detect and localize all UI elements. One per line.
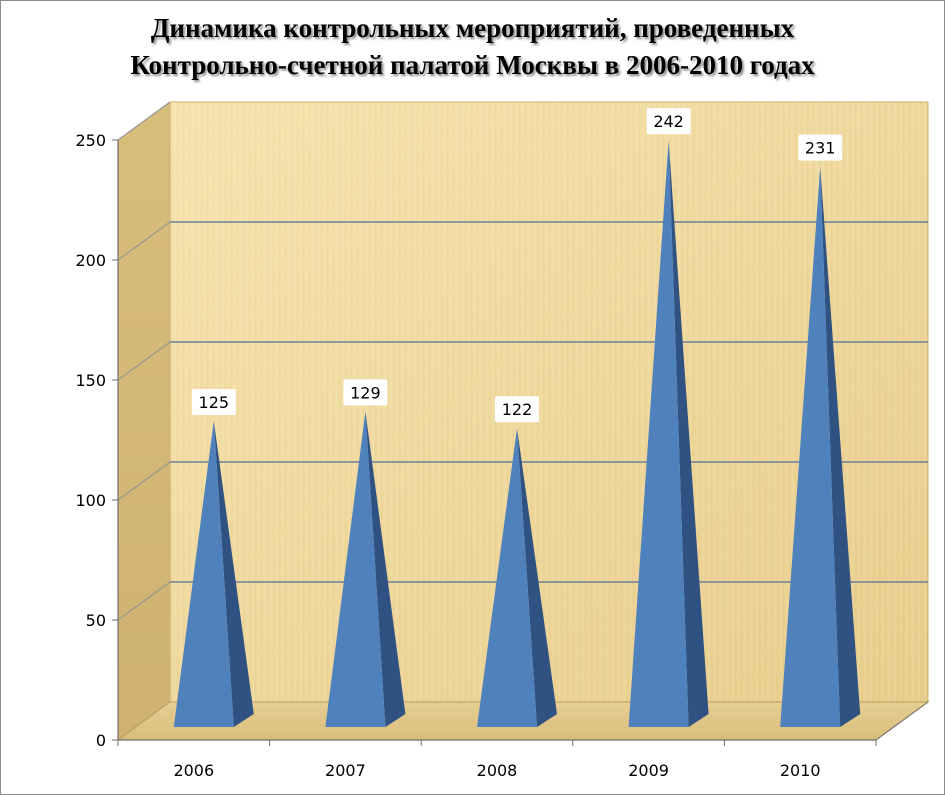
data-label-2007: 129 — [350, 383, 381, 402]
pyramid-side-face-2006 — [213, 421, 254, 727]
side-gridline-50 — [117, 581, 171, 621]
side-wall — [117, 101, 171, 741]
data-label-box-2007 — [343, 379, 388, 406]
y-tick-label-50: 50 — [86, 611, 106, 630]
pyramid-side-face-2008 — [517, 428, 557, 727]
pyramid-2008 — [477, 428, 557, 727]
pyramid-front-face-2006 — [173, 421, 234, 727]
side-gridline-150 — [117, 341, 171, 381]
y-tick-label-150: 150 — [75, 371, 106, 390]
y-tick-label-200: 200 — [75, 251, 106, 270]
pyramid-2007 — [325, 411, 406, 727]
data-labels: 125 129 122 242 231 — [191, 108, 843, 423]
data-label-box-2008 — [495, 396, 539, 423]
data-label-box-2009 — [646, 108, 691, 135]
data-label-2010: 231 — [805, 139, 836, 158]
x-tick-label-2010: 2010 — [780, 761, 821, 780]
x-tick-label-2007: 2007 — [325, 761, 366, 780]
y-tick-label-0: 0 — [96, 731, 106, 750]
chart-title: Динамика контрольных мероприятий, провед… — [0, 10, 945, 84]
y-tick-label-250: 250 — [75, 131, 106, 150]
pyramid-2009 — [628, 140, 709, 727]
side-gridline-200 — [117, 221, 171, 261]
pyramid-front-face-2008 — [477, 428, 537, 727]
side-gridline-250 — [117, 101, 171, 141]
data-label-2009: 242 — [653, 112, 684, 131]
y-tick-label-100: 100 — [75, 491, 106, 510]
pyramid-series — [173, 140, 861, 728]
pyramid-side-face-2010 — [820, 166, 861, 728]
pyramid-2010 — [780, 166, 861, 728]
chart-title-line-1: Динамика контрольных мероприятий, провед… — [150, 13, 795, 43]
axes — [112, 139, 929, 746]
x-axis-tick-labels: 2006 2007 2008 2009 2010 — [173, 761, 820, 780]
x-tick-label-2009: 2009 — [628, 761, 669, 780]
y-axis-tick-labels: 0 50 100 150 200 250 — [75, 131, 106, 750]
data-label-2008: 122 — [502, 400, 533, 419]
side-gridline-100 — [117, 461, 171, 501]
data-label-box-2010 — [798, 134, 843, 161]
pyramid-side-face-2007 — [365, 411, 406, 727]
floor-right-edge — [875, 701, 929, 741]
x-tick-label-2006: 2006 — [173, 761, 214, 780]
pyramid-side-face-2009 — [668, 140, 709, 727]
pyramid-front-face-2007 — [325, 411, 386, 727]
pyramid-front-face-2010 — [780, 166, 841, 728]
data-label-2006: 125 — [199, 393, 230, 412]
pyramid-front-face-2009 — [628, 140, 689, 727]
chart-title-line-2: Контрольно-счетной палатой Москвы в 2006… — [130, 50, 815, 80]
pyramid-2006 — [173, 421, 254, 727]
x-tick-label-2008: 2008 — [477, 761, 518, 780]
data-label-box-2006 — [191, 389, 236, 415]
